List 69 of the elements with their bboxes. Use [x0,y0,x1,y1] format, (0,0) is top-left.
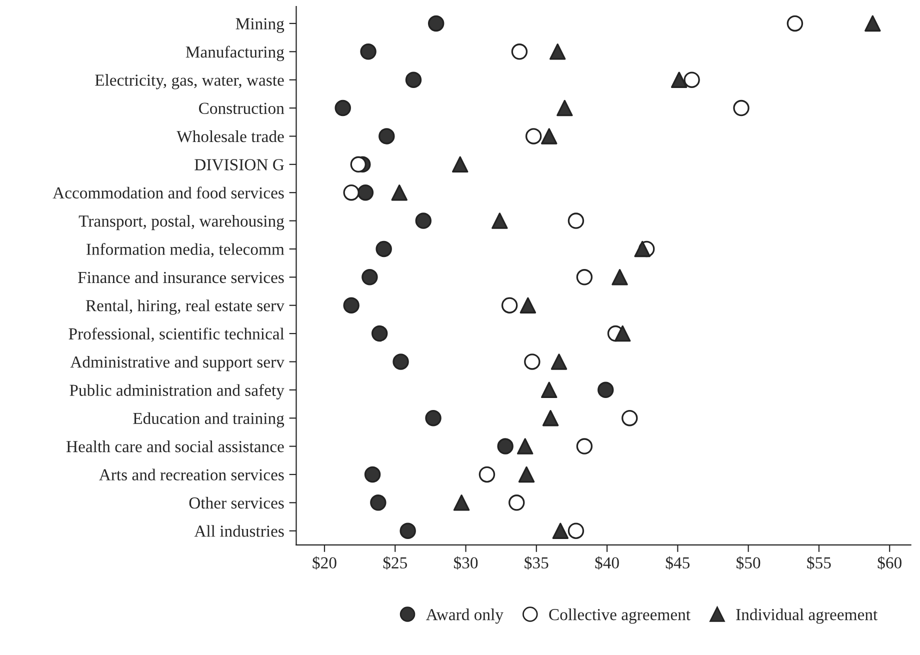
legend-label: Award only [426,608,504,624]
point [520,297,536,314]
point [542,410,559,426]
point [357,184,374,201]
point [453,494,470,511]
point [864,15,881,32]
y-tick-label: Health care and social assistance [66,440,284,452]
point [541,382,558,398]
point [492,212,508,229]
y-tick-label: Information media, telecomm [86,243,284,258]
y-tick-label: Manufacturing [186,46,284,62]
point [556,100,573,116]
point [350,156,367,173]
y-tick-label: Wholesale trade [176,130,284,142]
x-tick-label: $20 [312,556,336,570]
x-tick-label: $40 [595,556,619,570]
y-tick-label: Construction [199,102,284,114]
y-tick-label: Accommodation and food services [52,186,284,199]
point [670,72,688,88]
point [370,494,386,511]
y-tick-label: Transport, postal, warehousing [78,215,284,230]
y-tick-label: Other services [189,496,284,509]
point [598,382,614,398]
point [549,44,566,60]
y-tick-label: Mining [236,18,284,33]
point [516,438,534,454]
y-tick-label: Public administration and safety [70,384,284,400]
point [550,354,568,370]
point [391,184,408,201]
x-tick-label: $30 [454,556,478,570]
legend-label: Individual agreement [736,608,878,624]
y-tick-label: Administrative and support serv [70,356,284,372]
point [405,72,422,88]
y-tick-label: Professional, scientific technical [68,328,284,342]
point [497,438,514,454]
point [614,325,631,342]
point [371,325,388,342]
y-tick-label: Finance and insurance services [78,271,284,284]
point [612,269,628,286]
point [425,410,442,426]
point [376,240,392,258]
point [518,466,535,483]
legend-label: Collective agreement [549,608,690,624]
y-tick-label: Education and training [133,412,284,428]
point [428,15,444,32]
y-tick-label: DIVISION G [194,159,284,170]
x-tick-label: $55 [807,556,831,570]
point [392,354,409,370]
point [364,466,381,483]
x-tick-label: $35 [524,556,548,570]
point [400,522,416,539]
point [552,522,569,539]
x-tick-label: $50 [736,556,760,570]
y-tick-label: Rental, hiring, real estate serv [86,300,284,315]
x-tick-label: $60 [878,556,902,570]
point [415,212,432,229]
point [362,269,378,286]
y-tick-label: All industries [194,525,284,537]
y-tick-label: Electricity, gas, water, waste [95,74,284,90]
point [452,156,468,173]
x-tick-label: $45 [666,556,690,570]
point [343,297,360,314]
point [378,128,395,144]
point [360,44,376,60]
point [634,240,650,258]
point [541,128,558,144]
x-tick-label: $25 [383,556,407,570]
point [334,100,351,116]
y-tick-label: Arts and recreation services [99,468,284,480]
